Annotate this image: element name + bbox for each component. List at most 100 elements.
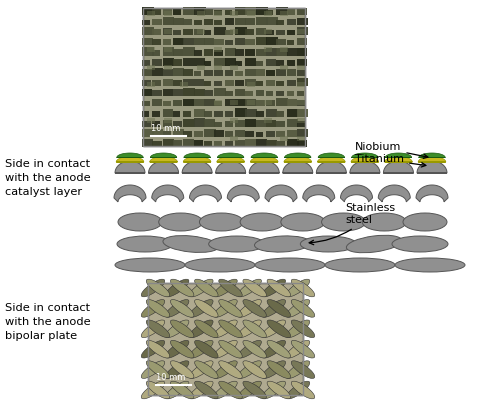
Bar <box>163 39 171 45</box>
Bar <box>142 89 152 96</box>
Bar <box>245 7 257 15</box>
Bar <box>147 47 155 52</box>
Bar <box>193 50 202 56</box>
Bar <box>152 59 162 66</box>
Bar <box>276 81 284 86</box>
Bar <box>215 101 222 106</box>
Bar <box>280 136 288 141</box>
Bar <box>183 69 193 76</box>
Bar <box>266 17 277 25</box>
Ellipse shape <box>117 236 173 252</box>
Ellipse shape <box>146 361 170 379</box>
Bar <box>183 38 194 45</box>
Bar <box>225 18 234 25</box>
Bar <box>264 100 272 105</box>
Ellipse shape <box>190 279 213 297</box>
Bar <box>163 79 173 86</box>
Bar <box>204 119 215 127</box>
Ellipse shape <box>395 258 465 272</box>
Bar <box>142 7 154 15</box>
Bar <box>142 47 154 56</box>
Bar <box>183 28 193 35</box>
Ellipse shape <box>214 340 237 358</box>
Ellipse shape <box>219 361 242 379</box>
Bar <box>193 29 203 35</box>
Ellipse shape <box>166 300 189 317</box>
Text: Niobium: Niobium <box>355 142 428 158</box>
Bar <box>183 79 193 86</box>
Ellipse shape <box>170 300 194 317</box>
Bar <box>152 29 161 35</box>
Bar <box>152 111 160 117</box>
Bar <box>183 139 194 147</box>
Bar <box>247 11 255 16</box>
Polygon shape <box>265 185 297 202</box>
Bar <box>225 30 233 35</box>
Bar <box>276 69 286 76</box>
Bar <box>193 38 204 45</box>
Bar <box>297 83 305 87</box>
Ellipse shape <box>291 381 315 399</box>
Bar <box>142 129 154 137</box>
Polygon shape <box>150 156 177 162</box>
Bar <box>215 130 224 137</box>
Polygon shape <box>148 161 179 173</box>
Bar <box>235 108 247 117</box>
Ellipse shape <box>214 381 237 399</box>
Bar <box>276 48 288 56</box>
Bar <box>152 140 162 147</box>
Polygon shape <box>249 161 279 173</box>
Bar <box>148 283 303 395</box>
Ellipse shape <box>254 236 311 252</box>
Polygon shape <box>190 185 221 202</box>
Bar <box>142 60 150 66</box>
Bar <box>143 8 305 146</box>
Bar <box>287 109 298 117</box>
Bar <box>256 37 267 45</box>
Ellipse shape <box>166 340 189 358</box>
Bar <box>276 121 285 127</box>
Bar <box>235 140 245 147</box>
Bar <box>297 8 307 15</box>
Ellipse shape <box>166 279 189 297</box>
Ellipse shape <box>322 213 366 231</box>
Polygon shape <box>216 161 246 173</box>
Bar <box>225 80 234 86</box>
Ellipse shape <box>170 381 194 399</box>
Bar <box>297 59 307 66</box>
Ellipse shape <box>286 279 310 297</box>
Bar <box>180 83 188 87</box>
Ellipse shape <box>166 320 189 338</box>
Ellipse shape <box>300 236 356 252</box>
Ellipse shape <box>166 381 189 399</box>
Bar <box>173 38 184 45</box>
Bar <box>230 11 239 16</box>
Polygon shape <box>114 185 146 202</box>
Ellipse shape <box>346 236 402 252</box>
Bar <box>142 140 153 147</box>
Ellipse shape <box>219 279 242 297</box>
Bar <box>204 8 213 15</box>
Bar <box>204 19 213 25</box>
Bar <box>173 49 182 56</box>
Ellipse shape <box>238 381 262 399</box>
Bar <box>193 140 204 147</box>
Bar <box>276 111 284 117</box>
Bar <box>264 29 272 34</box>
Polygon shape <box>152 185 184 202</box>
Ellipse shape <box>159 213 203 231</box>
Ellipse shape <box>219 300 242 317</box>
Bar <box>264 118 272 123</box>
Bar <box>297 100 305 105</box>
Bar <box>163 57 174 66</box>
Polygon shape <box>384 161 413 173</box>
Ellipse shape <box>214 279 237 297</box>
Ellipse shape <box>255 258 325 272</box>
Polygon shape <box>340 185 372 202</box>
Bar <box>173 111 180 117</box>
Polygon shape <box>150 153 177 158</box>
Ellipse shape <box>262 320 286 338</box>
Bar <box>204 99 215 106</box>
Bar <box>235 89 245 96</box>
Ellipse shape <box>238 340 262 358</box>
